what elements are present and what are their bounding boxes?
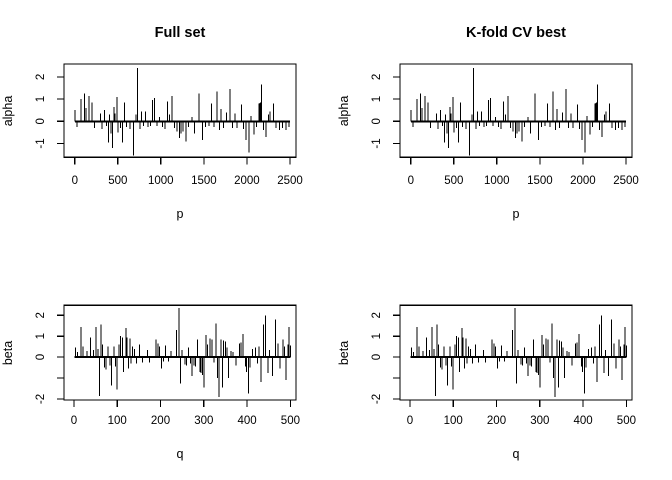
y-tick-label: 0: [371, 354, 383, 360]
x-tick-label: 0: [71, 415, 77, 427]
plot-frame: [399, 63, 633, 158]
y-tick-label: 2: [35, 74, 47, 80]
x-tick-label: 300: [530, 415, 549, 427]
y-tick-label: -1: [35, 138, 47, 148]
x-tick-label: 400: [574, 415, 593, 427]
x-tick-label: 500: [617, 415, 636, 427]
plot-frame: [63, 304, 297, 401]
x-tick-label: 200: [487, 415, 506, 427]
y-axis-label: alpha: [337, 96, 351, 127]
x-tick-label: 500: [108, 175, 127, 187]
y-axis-label: beta: [337, 341, 351, 365]
y-tick-label: 0: [371, 118, 383, 124]
x-tick-label: 100: [444, 415, 463, 427]
x-tick-label: 1500: [191, 175, 217, 187]
x-tick-label: 1000: [484, 175, 510, 187]
x-tick-label: 400: [238, 415, 257, 427]
y-axis-ticks: [57, 314, 64, 400]
plot-area: 0 500 1000 1500 2000 2500 -1 0 1 2: [35, 63, 303, 187]
y-tick-label: 1: [371, 96, 383, 102]
x-tick-label: 1500: [527, 175, 553, 187]
x-tick-label: 300: [194, 415, 213, 427]
chart-panel-full-set-alpha: Full set p alpha 0 500 1000 1500 2000 2500-10…: [1, 25, 303, 221]
x-tick-label: 2000: [570, 175, 596, 187]
x-axis-ticks: [410, 157, 627, 165]
x-axis-ticks: [73, 400, 291, 407]
plot-frame: [399, 304, 633, 401]
x-tick-label: 100: [108, 415, 127, 427]
coefficient-spikes: [74, 308, 291, 397]
x-tick-label: 2000: [234, 175, 260, 187]
coefficient-spikes: [410, 68, 626, 156]
x-axis-label: q: [513, 447, 520, 461]
x-tick-label: 500: [281, 415, 300, 427]
y-tick-label: 1: [371, 333, 383, 339]
plot-area: 0 500 1000 1500 2000 2500 -1 0 1 2: [371, 63, 639, 187]
y-tick-label: 1: [35, 96, 47, 102]
x-axis-ticks: [409, 400, 627, 407]
y-tick-label: 1: [35, 333, 47, 339]
x-tick-label: 2500: [277, 175, 303, 187]
x-tick-label: 500: [444, 175, 463, 187]
x-axis-label: p: [513, 207, 520, 221]
plot-area: 0 100 200 300 400 500 -2 0 1 2: [35, 304, 300, 427]
x-tick-label: 200: [151, 415, 170, 427]
zero-baseline: [74, 356, 291, 359]
y-axis-label: beta: [1, 341, 15, 365]
chart-panel-kfold-cv-best-beta: q beta 0 100 200 300 400 500 -2 0 1 2: [337, 304, 636, 461]
x-axis-label: q: [177, 447, 184, 461]
y-tick-label: 2: [371, 74, 383, 80]
y-tick-label: 2: [371, 312, 383, 318]
x-tick-label: 2500: [613, 175, 639, 187]
x-axis-label: p: [177, 207, 184, 221]
chart-title: K-fold CV best: [466, 25, 566, 41]
x-tick-label: 1000: [148, 175, 174, 187]
y-axis-ticks: [57, 76, 64, 145]
coefficient-spikes: [74, 68, 290, 156]
x-axis-ticks: [74, 157, 291, 165]
y-tick-label: -2: [371, 394, 383, 404]
y-tick-label: 0: [35, 354, 47, 360]
x-tick-label: 0: [72, 175, 78, 187]
y-tick-label: -1: [371, 138, 383, 148]
y-axis-ticks: [393, 314, 400, 400]
x-tick-label: 0: [407, 415, 413, 427]
y-tick-label: 0: [35, 118, 47, 124]
zero-baseline: [410, 356, 627, 359]
y-tick-label: -2: [35, 394, 47, 404]
chart-title: Full set: [155, 25, 206, 41]
y-tick-label: 2: [35, 312, 47, 318]
plot-area: 0 100 200 300 400 500 -2 0 1 2: [371, 304, 636, 427]
coefficient-spikes: [410, 308, 627, 397]
y-axis-ticks: [393, 76, 400, 145]
y-axis-label: alpha: [1, 96, 15, 127]
chart-panel-kfold-cv-best-alpha: K-fold CV best p alpha 0 500 1000 1500 2000 2…: [337, 25, 639, 221]
plot-frame: [63, 63, 297, 158]
chart-panel-full-set-beta: q beta 0 100 200 300 400 500 -2 0 1 2: [1, 304, 300, 461]
x-tick-label: 0: [408, 175, 414, 187]
